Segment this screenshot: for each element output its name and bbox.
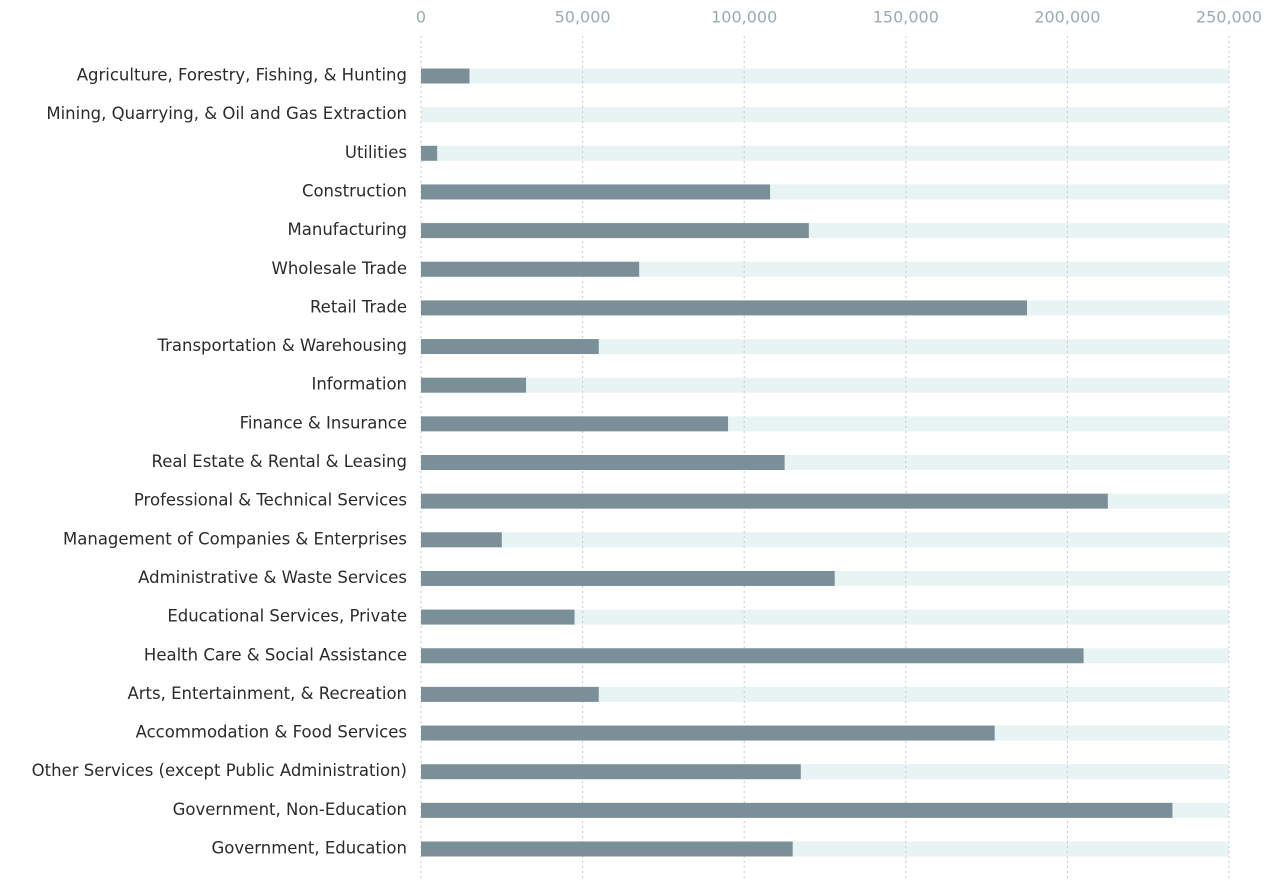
bar	[421, 841, 793, 857]
y-tick-label: Educational Services, Private	[167, 607, 407, 626]
track	[421, 609, 1229, 625]
bar	[421, 725, 995, 741]
y-tick-label: Utilities	[345, 143, 407, 162]
y-tick-label: Government, Non-Education	[173, 800, 407, 819]
x-tick-label: 150,000	[873, 8, 939, 27]
y-tick-label: Information	[311, 375, 407, 394]
y-tick-label: Agriculture, Forestry, Fishing, & Huntin…	[77, 66, 407, 85]
y-tick-label: Other Services (except Public Administra…	[32, 761, 407, 780]
bar	[421, 339, 599, 355]
track	[421, 377, 1229, 393]
bar	[421, 416, 729, 432]
bar	[421, 455, 785, 470]
y-tick-label: Real Estate & Rental & Leasing	[151, 452, 407, 471]
x-tick-label: 100,000	[711, 8, 777, 27]
track	[421, 107, 1229, 123]
y-tick-label: Transportation & Warehousing	[156, 336, 407, 355]
bar	[421, 570, 835, 586]
y-tick-label: Management of Companies & Enterprises	[63, 529, 407, 548]
bar	[421, 68, 470, 84]
y-tick-label: Administrative & Waste Services	[138, 568, 407, 587]
bar	[421, 764, 801, 780]
bar	[421, 802, 1173, 818]
x-tick-label: 0	[416, 8, 426, 27]
y-tick-label: Finance & Insurance	[240, 413, 407, 432]
x-tick-label: 250,000	[1196, 8, 1262, 27]
bar	[421, 145, 438, 161]
x-tick-label: 50,000	[555, 8, 611, 27]
bar	[421, 648, 1084, 664]
y-tick-label: Arts, Entertainment, & Recreation	[127, 684, 407, 703]
bar	[421, 223, 809, 239]
track	[421, 532, 1229, 548]
bar	[421, 184, 771, 200]
track	[421, 686, 1229, 702]
y-tick-label: Accommodation & Food Services	[136, 723, 407, 742]
bar	[421, 261, 640, 277]
bar	[421, 300, 1027, 316]
y-tick-label: Health Care & Social Assistance	[144, 645, 407, 664]
y-tick-label: Wholesale Trade	[272, 259, 407, 278]
y-tick-label: Professional & Technical Services	[134, 491, 407, 510]
y-tick-label: Manufacturing	[288, 220, 407, 239]
track	[421, 339, 1229, 355]
bar	[421, 532, 502, 548]
bar	[421, 377, 527, 393]
bar	[421, 686, 599, 702]
bar	[421, 493, 1108, 509]
x-tick-label: 200,000	[1034, 8, 1100, 27]
track	[421, 145, 1229, 161]
y-tick-label: Retail Trade	[310, 297, 407, 316]
y-tick-label: Mining, Quarrying, & Oil and Gas Extract…	[46, 104, 407, 123]
y-tick-label: Government, Education	[211, 839, 407, 858]
y-tick-label: Construction	[302, 181, 407, 200]
bar	[421, 609, 575, 625]
track	[421, 68, 1229, 84]
